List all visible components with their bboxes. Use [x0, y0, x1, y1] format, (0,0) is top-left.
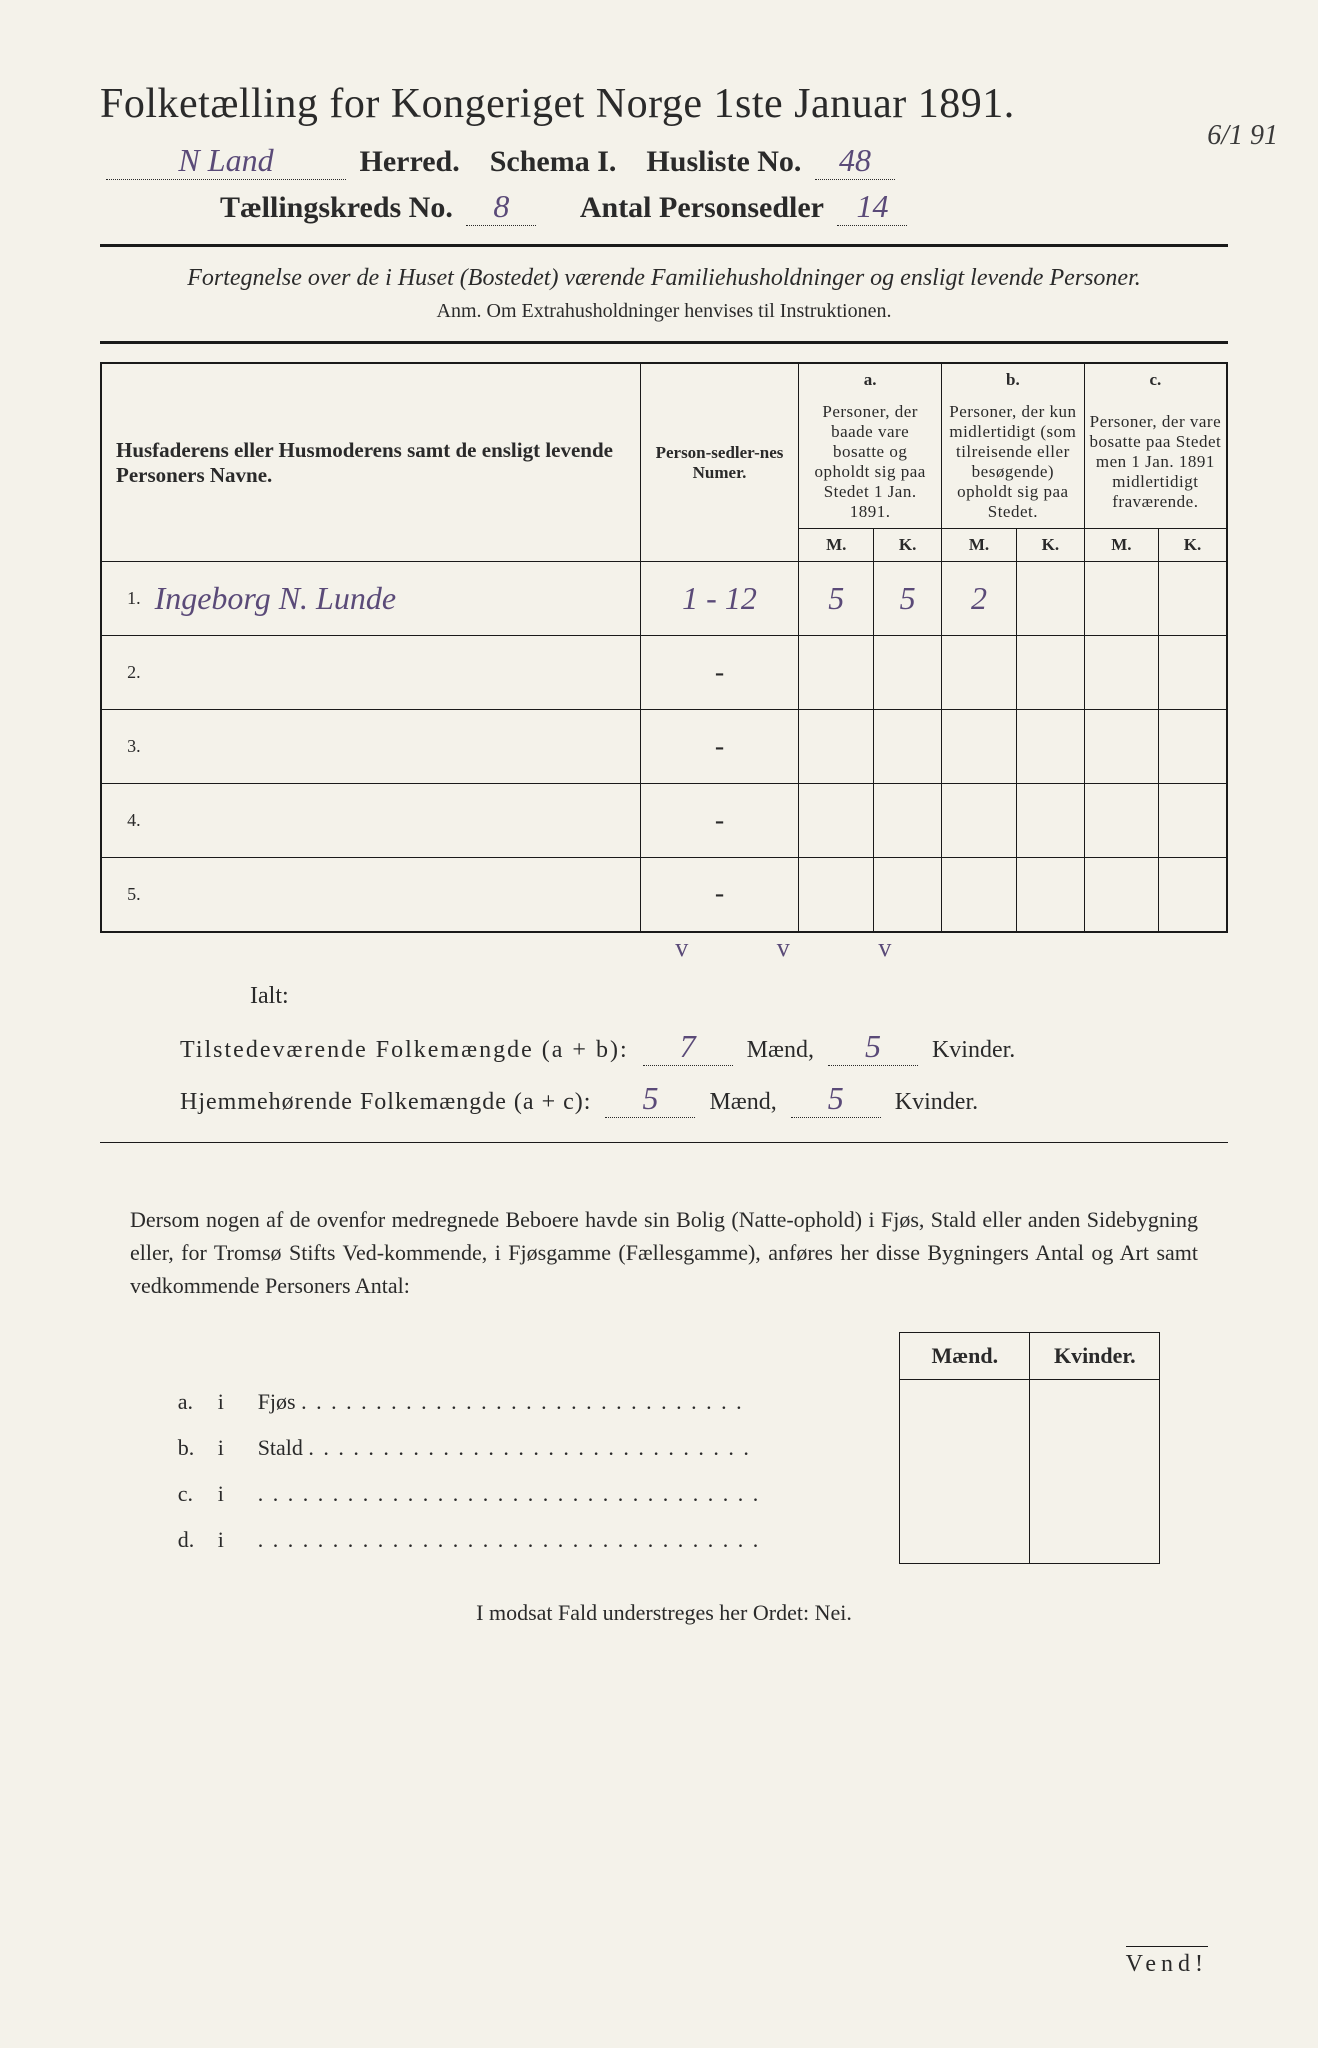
- line2-label: Hjemmehørende Folkemængde (a + c):: [180, 1089, 591, 1115]
- th-bK: K.: [1016, 529, 1084, 562]
- census-form-page: 6/1 91 Folketælling for Kongeriget Norge…: [0, 0, 1318, 2048]
- th-names: Husfaderens eller Husmoderens samt de en…: [101, 363, 640, 562]
- b-label: . . . . . . . . . . . . . . . . . . . . …: [248, 1471, 900, 1517]
- table-row: 3. -: [101, 710, 1227, 784]
- kreds-value: 8: [466, 188, 536, 226]
- row-num: 3.: [101, 710, 149, 784]
- th-b-top: b.: [942, 363, 1085, 396]
- b-i: i: [208, 1379, 248, 1425]
- th-kvinder: Kvinder.: [1030, 1332, 1160, 1379]
- th-maend: Mænd.: [900, 1332, 1030, 1379]
- th-bM: M.: [942, 529, 1017, 562]
- row-num: 5.: [101, 858, 149, 932]
- maend-label: Mænd,: [709, 1089, 776, 1115]
- b-label: . . . . . . . . . . . . . . . . . . . . …: [248, 1517, 900, 1563]
- building-row: a. i Fjøs . . . . . . . . . . . . . . . …: [168, 1379, 1160, 1425]
- row-name: [149, 858, 641, 932]
- line2-k: 5: [791, 1080, 881, 1118]
- building-row: b. i Stald . . . . . . . . . . . . . . .…: [168, 1425, 1160, 1471]
- row-numer: -: [640, 710, 799, 784]
- table-row: 2. -: [101, 636, 1227, 710]
- th-cM: M.: [1084, 529, 1158, 562]
- ialt-label: Ialt:: [100, 983, 1228, 1010]
- b-i: i: [208, 1471, 248, 1517]
- th-c: Personer, der vare bosatte paa Stedet me…: [1084, 396, 1227, 529]
- kvinder-label: Kvinder.: [932, 1037, 1015, 1063]
- totals-line-2: Hjemmehørende Folkemængde (a + c): 5 Mæn…: [100, 1080, 1228, 1118]
- b-key: c.: [168, 1471, 208, 1517]
- b-key: b.: [168, 1425, 208, 1471]
- building-row: d. i . . . . . . . . . . . . . . . . . .…: [168, 1517, 1160, 1563]
- row-name: [149, 784, 641, 858]
- maend-label: Mænd,: [747, 1037, 814, 1063]
- line1-k: 5: [828, 1028, 918, 1066]
- tick-mark: v: [675, 933, 688, 963]
- line1-m: 7: [643, 1028, 733, 1066]
- census-table: Husfaderens eller Husmoderens samt de en…: [100, 362, 1228, 933]
- b-label: Stald . . . . . . . . . . . . . . . . . …: [248, 1425, 900, 1471]
- totals-block: Ialt: Tilstedeværende Folkemængde (a + b…: [100, 983, 1228, 1143]
- cell-aM: 5: [828, 580, 844, 616]
- line1-label: Tilstedeværende Folkemængde (a + b):: [180, 1037, 629, 1063]
- person-value: 14: [837, 188, 907, 226]
- husliste-label: Husliste No.: [646, 145, 801, 178]
- anm-note: Anm. Om Extrahusholdninger henvises til …: [100, 300, 1228, 323]
- header-line-1: N Land Herred. Schema I. Husliste No. 48: [100, 142, 1228, 180]
- schema-label: Schema I.: [490, 145, 617, 178]
- tick-mark: v: [777, 933, 790, 963]
- header-line-2: Tællingskreds No. 8 Antal Personsedler 1…: [100, 188, 1228, 226]
- row-num: 2.: [101, 636, 149, 710]
- building-row: c. i . . . . . . . . . . . . . . . . . .…: [168, 1471, 1160, 1517]
- line2-m: 5: [605, 1080, 695, 1118]
- th-names-text: Husfaderens eller Husmoderens samt de en…: [116, 438, 613, 487]
- row-numer: -: [640, 858, 799, 932]
- b-key: d.: [168, 1517, 208, 1563]
- th-a-top: a.: [799, 363, 942, 396]
- table-row: 1. Ingeborg N. Lunde 1 - 12 5 5 2: [101, 562, 1227, 636]
- th-c-top: c.: [1084, 363, 1227, 396]
- explain-paragraph: Dersom nogen af de ovenfor medregnede Be…: [100, 1203, 1228, 1302]
- cell-bM: 2: [971, 580, 987, 616]
- vend-label: Vend!: [1126, 1946, 1208, 1978]
- top-right-annotation: 6/1 91: [1207, 120, 1278, 152]
- th-b: Personer, der kun midlertidigt (som tilr…: [942, 396, 1085, 529]
- table-row: 5. -: [101, 858, 1227, 932]
- fortegnelse-heading: Fortegnelse over de i Huset (Bostedet) v…: [100, 265, 1228, 292]
- b-i: i: [208, 1425, 248, 1471]
- row-num: 1.: [101, 562, 149, 636]
- divider-thick-1: [100, 244, 1228, 247]
- husliste-value: 48: [815, 142, 895, 180]
- row-num: 4.: [101, 784, 149, 858]
- kvinder-label: Kvinder.: [895, 1089, 978, 1115]
- kreds-label: Tællingskreds No.: [220, 191, 453, 224]
- b-key: a.: [168, 1379, 208, 1425]
- divider-thick-2: [100, 341, 1228, 344]
- divider-thin: [100, 1142, 1228, 1143]
- herred-label: Herred.: [360, 145, 460, 178]
- page-title: Folketælling for Kongeriget Norge 1ste J…: [100, 80, 1228, 128]
- tick-row: v v v: [100, 933, 1228, 953]
- row-numer: -: [640, 636, 799, 710]
- b-i: i: [208, 1517, 248, 1563]
- th-numer: Person-sedler-nes Numer.: [640, 363, 799, 562]
- buildings-table: Mænd. Kvinder. a. i Fjøs . . . . . . . .…: [168, 1332, 1161, 1564]
- row-numer: 1 - 12: [682, 580, 757, 616]
- th-aM: M.: [799, 529, 874, 562]
- totals-line-1: Tilstedeværende Folkemængde (a + b): 7 M…: [100, 1028, 1228, 1066]
- tick-mark: v: [878, 933, 891, 963]
- nei-line: I modsat Fald understreges her Ordet: Ne…: [100, 1600, 1228, 1626]
- explain-text: Dersom nogen af de ovenfor medregnede Be…: [130, 1207, 1198, 1298]
- b-label: Fjøs . . . . . . . . . . . . . . . . . .…: [248, 1379, 900, 1425]
- th-cK: K.: [1159, 529, 1227, 562]
- th-aK: K.: [874, 529, 942, 562]
- herred-value: N Land: [106, 142, 346, 180]
- row-numer: -: [640, 784, 799, 858]
- row-name: Ingeborg N. Lunde: [155, 580, 396, 616]
- row-name: [149, 710, 641, 784]
- cell-aK: 5: [900, 580, 916, 616]
- table-row: 4. -: [101, 784, 1227, 858]
- row-name: [149, 636, 641, 710]
- person-label: Antal Personsedler: [580, 191, 824, 224]
- th-a: Personer, der baade vare bosatte og opho…: [799, 396, 942, 529]
